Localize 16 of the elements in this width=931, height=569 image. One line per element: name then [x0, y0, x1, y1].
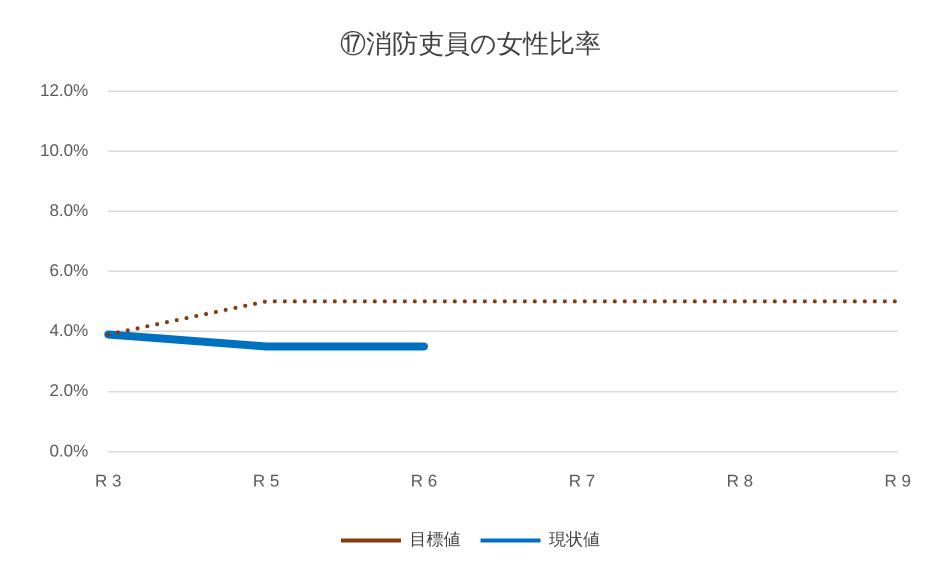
y-tick-label: 2.0% [49, 381, 88, 400]
x-tick-label: R 6 [410, 471, 438, 490]
x-tick-label: R 9 [884, 471, 912, 490]
x-tick-label: R 3 [94, 471, 122, 490]
x-tick-label: R 5 [252, 471, 280, 490]
y-tick-label: 12.0% [40, 80, 88, 100]
legend-label: 現状値 [549, 530, 600, 550]
y-tick-label: 0.0% [49, 441, 88, 460]
y-tick-label: 10.0% [40, 140, 88, 160]
y-tick-label: 6.0% [49, 261, 88, 280]
y-tick-label: 8.0% [49, 201, 88, 220]
chart-title: ⑰消防吏員の女性比率 [340, 29, 601, 60]
y-tick-label: 4.0% [49, 321, 88, 340]
legend-label: 目標値 [410, 530, 460, 550]
x-tick-label: R 7 [568, 471, 596, 490]
x-tick-label: R 8 [726, 471, 754, 490]
